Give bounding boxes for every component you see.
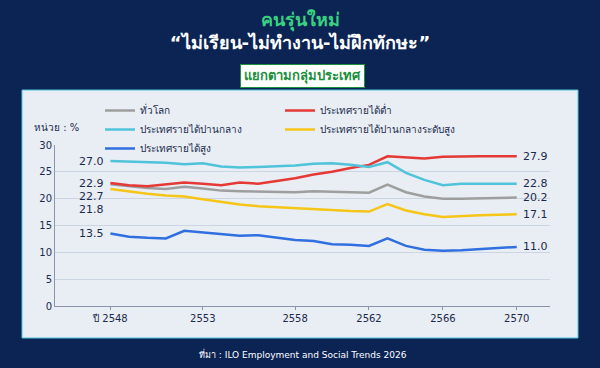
svg-text:ประเทศรายได้ปานกลางระดับสูง: ประเทศรายได้ปานกลางระดับสูง [320,124,455,136]
svg-text:แยกตามกลุ่มประเทศ: แยกตามกลุ่มประเทศ [244,68,361,84]
svg-text:17.1: 17.1 [523,208,548,221]
svg-text:หน่วย : %: หน่วย : % [34,122,79,133]
svg-text:13.5: 13.5 [79,227,104,240]
svg-text:2553: 2553 [190,313,215,324]
svg-text:22.7: 22.7 [79,190,104,203]
svg-text:15: 15 [39,220,52,231]
svg-text:ประเทศรายได้ต่ำ: ประเทศรายได้ต่ำ [320,103,392,116]
svg-text:ปี 2548: ปี 2548 [92,313,128,324]
svg-text:ประเทศรายได้สูง: ประเทศรายได้สูง [140,143,211,155]
svg-text:ทั่วโลก: ทั่วโลก [140,103,170,116]
svg-text:คนรุ่นใหม่“ไม่เรียน-ไม่ทำงาน-ไ: คนรุ่นใหม่“ไม่เรียน-ไม่ทำงาน-ไม่ฝึกทักษะ… [170,9,431,53]
svg-text:2558: 2558 [282,313,307,324]
svg-text:20: 20 [39,193,52,204]
svg-text:0: 0 [46,301,52,312]
svg-text:30: 30 [39,140,52,151]
svg-text:2570: 2570 [504,313,529,324]
svg-text:ที่มา : ILO Employment and Soc: ที่มา : ILO Employment and Social Trends… [199,348,407,360]
svg-text:25: 25 [39,166,52,177]
svg-text:27.9: 27.9 [523,150,548,163]
svg-text:10: 10 [39,247,52,258]
svg-text:2562: 2562 [356,313,381,324]
svg-text:20.2: 20.2 [523,191,548,204]
svg-text:5: 5 [46,274,52,285]
svg-text:22.8: 22.8 [523,177,548,190]
svg-text:2566: 2566 [430,313,455,324]
svg-text:22.9: 22.9 [79,177,104,190]
svg-text:21.8: 21.8 [79,203,104,216]
svg-text:11.0: 11.0 [523,240,548,253]
svg-text:ประเทศรายได้ปานกลาง: ประเทศรายได้ปานกลาง [140,124,242,135]
svg-text:27.0: 27.0 [79,155,104,168]
